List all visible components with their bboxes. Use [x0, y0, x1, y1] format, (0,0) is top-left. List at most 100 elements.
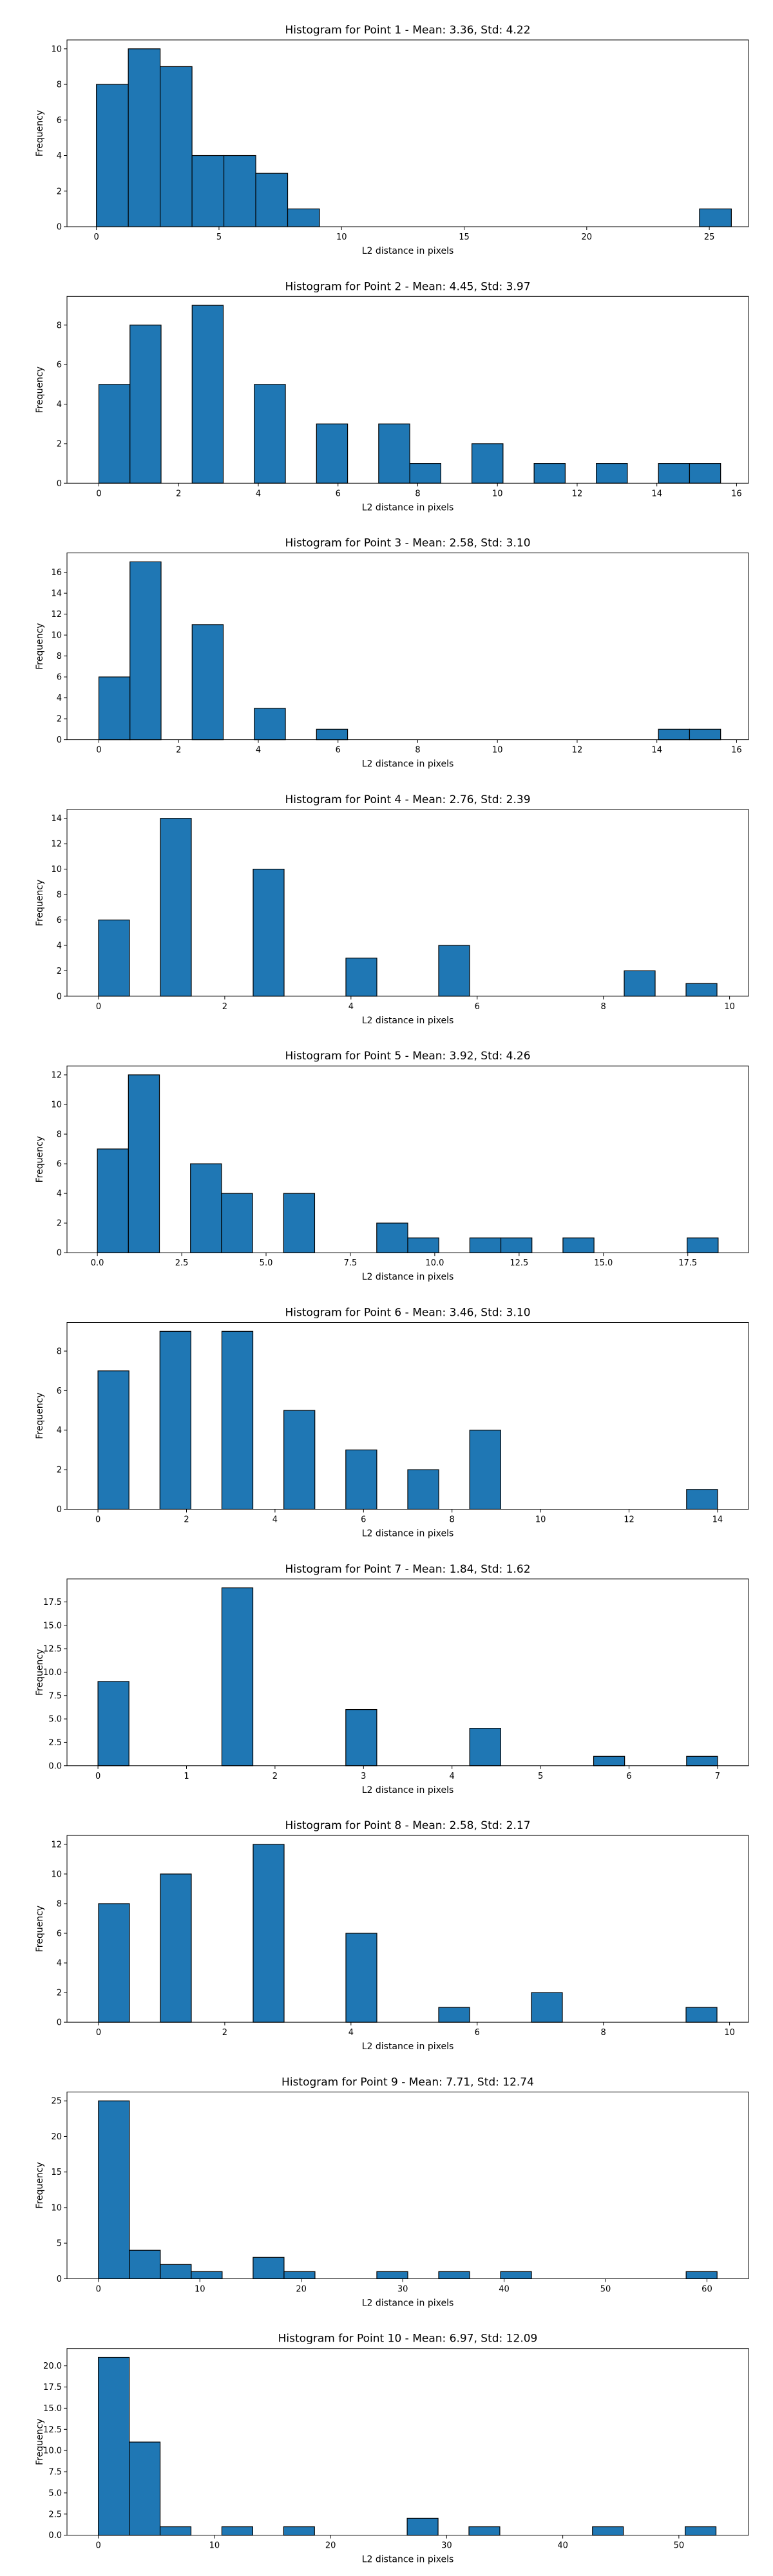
x-tick-label: 10: [209, 2541, 220, 2551]
histogram-bar: [468, 2526, 501, 2536]
y-tick-label: 2: [57, 187, 62, 196]
y-tick-label: 2: [57, 1989, 62, 1998]
x-tick-label: 12: [572, 746, 583, 755]
y-tick-label: 0: [57, 992, 62, 1001]
y-axis-label: Frequency: [35, 1392, 45, 1439]
y-tick-label: 2: [57, 1219, 62, 1229]
histogram-bar: [159, 2526, 192, 2536]
histogram-bar: [378, 423, 410, 484]
histogram-panel-8: Histogram for Point 8 - Mean: 2.58, Std:…: [35, 1819, 749, 2052]
histogram-bar: [129, 2249, 161, 2279]
histogram-bar: [287, 208, 320, 227]
x-tick-label: 6: [475, 2028, 480, 2038]
y-axis-label: Frequency: [35, 1906, 45, 1952]
y-tick-label: 0: [57, 2018, 62, 2028]
y-tick-label: 5.0: [48, 2488, 62, 2498]
x-tick-label: 14: [651, 489, 662, 498]
plot-frame: [66, 1835, 749, 2023]
x-tick-label: 25: [704, 232, 715, 242]
histogram-bar: [160, 2264, 192, 2279]
x-tick-label: 3: [361, 1772, 366, 1781]
y-tick-label: 15.0: [43, 2404, 62, 2414]
histogram-bar: [438, 2271, 470, 2279]
y-tick-label: 8: [57, 1130, 62, 1140]
y-tick-label: 0: [57, 1249, 62, 1258]
plot-frame: [66, 1578, 749, 1766]
y-tick-label: 0.0: [48, 1761, 62, 1771]
x-tick-label: 10: [336, 232, 347, 242]
histogram-bar: [469, 1430, 501, 1510]
x-tick-label: 16: [731, 489, 742, 498]
histogram-panel-10: Histogram for Point 10 - Mean: 6.97, Std…: [35, 2333, 749, 2565]
y-tick-label: 14: [51, 814, 62, 824]
x-axis-label: L2 distance in pixels: [362, 502, 454, 513]
histogram-bar: [407, 1469, 439, 1510]
y-tick-label: 2: [57, 439, 62, 449]
x-tick-label: 0: [96, 1002, 101, 1012]
y-tick-label: 8: [57, 80, 62, 90]
histogram-bar: [689, 728, 721, 741]
x-tick-label: 10: [195, 2284, 205, 2294]
x-tick-label: 10: [535, 1515, 546, 1525]
y-tick-label: 12: [51, 1840, 62, 1850]
x-axis-label: L2 distance in pixels: [362, 1785, 454, 1795]
histogram-bar: [221, 1587, 254, 1766]
x-tick-label: 0: [95, 1772, 100, 1781]
x-tick-label: 6: [361, 1515, 366, 1525]
chart-title: Histogram for Point 3 - Mean: 2.58, Std:…: [285, 537, 530, 550]
y-tick-label: 0: [57, 223, 62, 232]
histogram-bar: [376, 2271, 408, 2279]
histogram-bar: [592, 2526, 624, 2536]
plot-frame: [66, 553, 749, 741]
y-tick-label: 2.5: [48, 1738, 62, 1748]
x-tick-label: 30: [441, 2541, 452, 2551]
plot-frame: [66, 1065, 749, 1253]
chart-title: Histogram for Point 10 - Mean: 6.97, Std…: [278, 2333, 538, 2345]
histogram-panel-4: Histogram for Point 4 - Mean: 2.76, Std:…: [35, 793, 749, 1026]
y-tick-label: 12.5: [43, 2425, 62, 2435]
y-tick-label: 16: [51, 568, 62, 578]
x-tick-label: 4: [256, 489, 261, 498]
chart-title: Histogram for Point 4 - Mean: 2.76, Std:…: [285, 793, 530, 806]
x-tick-label: 7: [715, 1772, 720, 1781]
y-tick-label: 15: [51, 2168, 62, 2177]
y-tick-label: 0.0: [48, 2531, 62, 2541]
histogram-bar: [345, 958, 377, 997]
y-axis-label: Frequency: [35, 623, 45, 669]
y-tick-label: 7.5: [48, 1691, 62, 1701]
y-tick-label: 12: [51, 840, 62, 849]
y-tick-label: 12: [51, 610, 62, 620]
x-axis-label: L2 distance in pixels: [362, 1272, 454, 1282]
y-tick-label: 8: [57, 1899, 62, 1909]
y-tick-label: 2.5: [48, 2510, 62, 2519]
x-tick-label: 20: [325, 2541, 336, 2551]
histogram-bar: [129, 325, 162, 484]
y-tick-label: 6: [57, 1929, 62, 1939]
y-tick-label: 2: [57, 715, 62, 724]
y-tick-label: 8: [57, 321, 62, 330]
histogram-panel-9: Histogram for Point 9 - Mean: 7.71, Std:…: [35, 2076, 749, 2308]
y-tick-label: 8: [57, 1347, 62, 1356]
histogram-bar: [254, 384, 286, 484]
x-tick-label: 40: [557, 2541, 568, 2551]
x-tick-label: 2: [222, 2028, 227, 2038]
histogram-bar: [685, 2007, 718, 2023]
x-axis-label: L2 distance in pixels: [362, 2041, 454, 2052]
histogram-bar: [98, 384, 131, 484]
x-axis-label: L2 distance in pixels: [362, 2555, 454, 2565]
x-tick-label: 40: [499, 2284, 510, 2294]
x-tick-label: 8: [601, 1002, 606, 1012]
histogram-bar: [129, 561, 162, 741]
y-tick-label: 15.0: [43, 1621, 62, 1631]
histogram-bar: [316, 423, 348, 484]
y-tick-label: 4: [57, 400, 62, 410]
histogram-bar: [562, 1237, 595, 1253]
y-tick-label: 12: [51, 1071, 62, 1081]
x-tick-label: 10: [724, 2028, 735, 2038]
x-tick-label: 2: [184, 1515, 189, 1525]
x-tick-label: 50: [674, 2541, 685, 2551]
y-tick-label: 4: [57, 1426, 62, 1435]
x-tick-label: 10.0: [425, 1258, 444, 1268]
y-tick-label: 12.5: [43, 1645, 62, 1654]
y-tick-label: 20: [51, 2132, 62, 2142]
